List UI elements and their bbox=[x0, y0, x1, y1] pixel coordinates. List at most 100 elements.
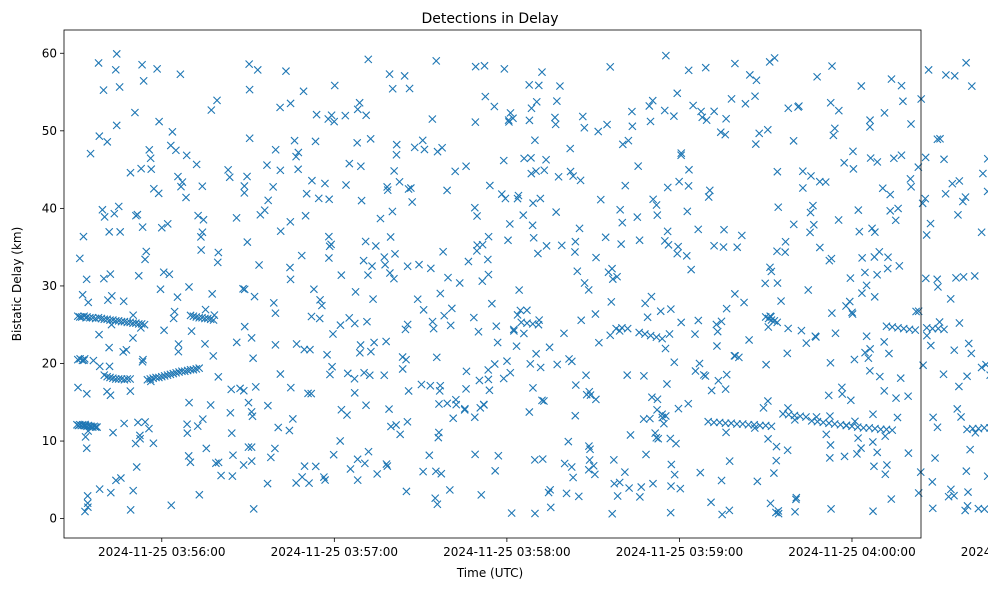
data-point bbox=[732, 420, 741, 428]
data-point bbox=[651, 429, 660, 438]
data-point bbox=[165, 270, 174, 279]
data-point bbox=[224, 165, 233, 174]
data-point bbox=[866, 344, 875, 353]
data-point bbox=[160, 371, 169, 380]
data-point bbox=[886, 190, 895, 199]
data-point bbox=[525, 408, 534, 417]
data-point bbox=[449, 414, 458, 423]
data-point bbox=[797, 326, 806, 335]
data-point bbox=[763, 397, 772, 406]
data-point bbox=[662, 380, 671, 388]
data-point bbox=[307, 176, 316, 185]
data-point bbox=[198, 182, 207, 191]
data-point bbox=[420, 145, 429, 154]
data-point bbox=[635, 328, 644, 337]
data-point bbox=[789, 220, 798, 229]
data-point bbox=[111, 476, 120, 485]
data-point bbox=[873, 270, 882, 279]
data-point bbox=[227, 385, 236, 394]
data-point bbox=[431, 467, 440, 476]
data-point bbox=[806, 208, 815, 217]
data-point bbox=[138, 60, 147, 69]
data-point bbox=[86, 149, 95, 158]
data-point bbox=[83, 491, 92, 500]
data-point bbox=[95, 362, 104, 371]
data-point bbox=[798, 184, 807, 192]
data-point bbox=[849, 164, 858, 173]
data-point bbox=[712, 320, 721, 329]
data-point bbox=[106, 488, 115, 497]
data-point bbox=[286, 217, 295, 226]
data-point bbox=[784, 324, 793, 333]
data-point bbox=[831, 329, 840, 338]
data-point bbox=[452, 400, 461, 409]
data-point bbox=[906, 174, 915, 183]
data-point bbox=[82, 389, 91, 398]
data-point bbox=[464, 257, 473, 266]
data-point bbox=[95, 132, 104, 141]
data-point bbox=[825, 412, 834, 421]
y-axis-label: Bistatic Delay (km) bbox=[10, 227, 24, 342]
data-point bbox=[232, 338, 241, 347]
data-point bbox=[888, 426, 897, 435]
data-point bbox=[343, 369, 352, 378]
data-point bbox=[115, 82, 124, 91]
data-point bbox=[240, 322, 249, 331]
data-point bbox=[208, 289, 217, 298]
data-point bbox=[860, 268, 869, 277]
data-point bbox=[911, 326, 920, 335]
data-point bbox=[395, 177, 404, 186]
data-point bbox=[147, 165, 156, 174]
data-point bbox=[962, 58, 971, 67]
data-point bbox=[75, 254, 84, 263]
data-point bbox=[515, 286, 524, 295]
data-point bbox=[385, 70, 394, 79]
data-point bbox=[744, 420, 753, 429]
data-point bbox=[667, 460, 676, 469]
data-point bbox=[369, 295, 378, 304]
data-point bbox=[741, 99, 750, 108]
data-point bbox=[434, 428, 443, 437]
data-point bbox=[445, 485, 454, 494]
data-point bbox=[217, 471, 226, 480]
data-point bbox=[753, 477, 762, 486]
data-point bbox=[730, 59, 739, 68]
data-point bbox=[198, 228, 207, 237]
data-point bbox=[770, 53, 779, 62]
data-point bbox=[214, 248, 223, 257]
data-point bbox=[184, 451, 193, 460]
data-point bbox=[661, 344, 670, 353]
data-point bbox=[247, 407, 256, 416]
data-point bbox=[718, 510, 727, 519]
data-point bbox=[111, 65, 120, 74]
data-point bbox=[403, 417, 412, 426]
data-point bbox=[341, 111, 350, 120]
data-point bbox=[232, 213, 241, 222]
data-point bbox=[290, 136, 299, 145]
data-point bbox=[123, 375, 132, 383]
data-point bbox=[403, 262, 412, 271]
data-point bbox=[584, 465, 593, 474]
data-point bbox=[639, 371, 648, 380]
data-point bbox=[977, 363, 986, 372]
data-point bbox=[137, 164, 146, 173]
data-point bbox=[585, 456, 594, 464]
data-point bbox=[382, 337, 391, 346]
data-point bbox=[751, 140, 760, 149]
data-point bbox=[247, 457, 256, 466]
data-point bbox=[361, 237, 370, 246]
data-point bbox=[783, 403, 792, 412]
data-point bbox=[826, 98, 835, 107]
data-point bbox=[684, 399, 693, 408]
axes-frame bbox=[63, 29, 922, 539]
data-point bbox=[434, 400, 443, 409]
data-point bbox=[591, 310, 600, 319]
data-point bbox=[440, 311, 449, 320]
data-point bbox=[946, 294, 955, 303]
data-point bbox=[907, 119, 916, 128]
data-point bbox=[398, 364, 407, 373]
data-point bbox=[815, 177, 824, 186]
data-point bbox=[834, 216, 843, 225]
data-point bbox=[321, 476, 330, 485]
data-point bbox=[766, 499, 775, 508]
